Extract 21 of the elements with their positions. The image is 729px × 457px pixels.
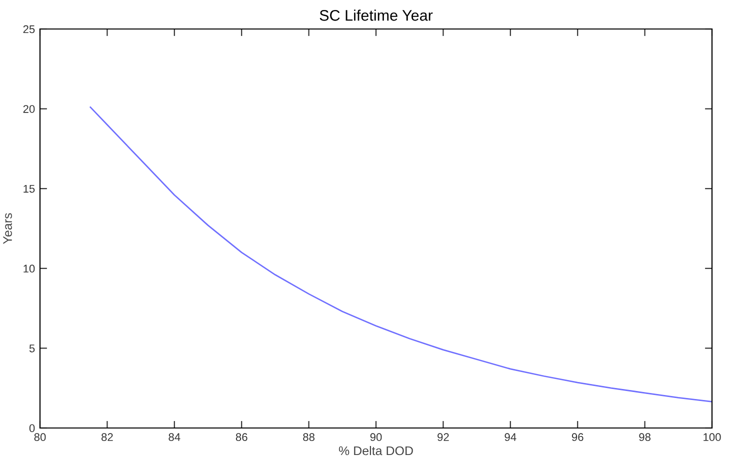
x-tick-label: 94 bbox=[504, 433, 516, 442]
x-tick-label: 88 bbox=[303, 433, 314, 442]
x-tick-label: 86 bbox=[236, 433, 248, 442]
x-tick-label: 90 bbox=[370, 433, 382, 442]
y-tick-label: 15 bbox=[24, 184, 35, 193]
y-tick-label: 25 bbox=[23, 25, 35, 34]
x-tick-label: 92 bbox=[438, 433, 449, 442]
line-series bbox=[90, 106, 712, 402]
x-tick-label: 96 bbox=[572, 433, 584, 442]
y-tick-label: 10 bbox=[24, 264, 35, 273]
x-tick-label: 82 bbox=[102, 433, 113, 442]
y-tick-label: 0 bbox=[29, 424, 35, 432]
x-tick-label: 80 bbox=[34, 433, 46, 442]
y-axis-title: Years bbox=[3, 213, 12, 244]
x-tick-label: 98 bbox=[639, 433, 650, 442]
x-axis-title: % Delta DOD bbox=[338, 446, 413, 456]
y-tick-label: 20 bbox=[23, 105, 35, 113]
x-tick-label: 100 bbox=[704, 433, 721, 442]
x-tick-label: 84 bbox=[168, 433, 180, 442]
chart-title: SC Lifetime Year bbox=[320, 10, 433, 21]
y-tick-label: 5 bbox=[29, 344, 35, 352]
